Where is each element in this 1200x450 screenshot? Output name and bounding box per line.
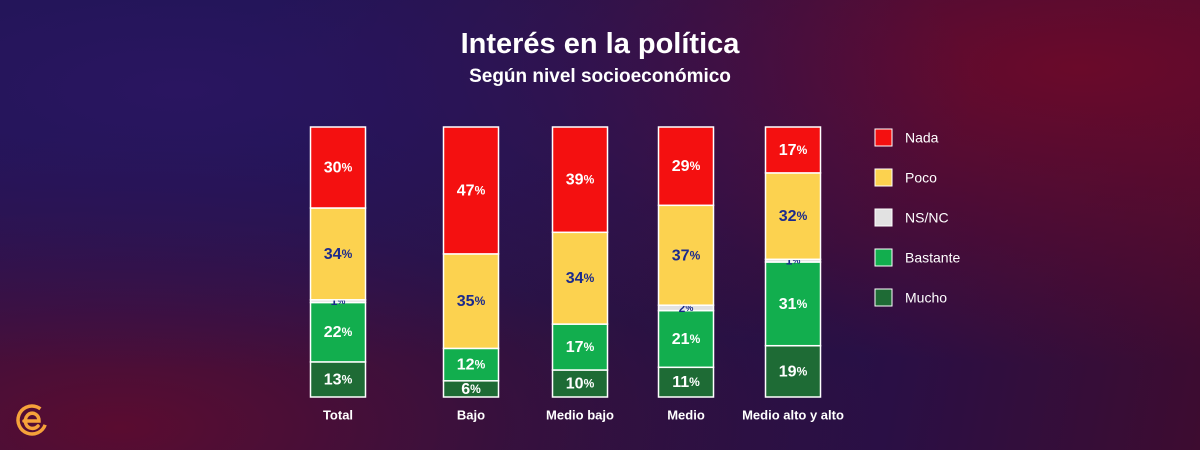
legend-label: Poco	[905, 170, 937, 186]
data-label: 19%	[779, 363, 808, 380]
legend-label: Nada	[905, 130, 939, 146]
data-label: 1%	[786, 254, 801, 268]
bar-segment	[551, 369, 609, 398]
data-label: 12%	[457, 356, 486, 373]
bar-segment	[442, 253, 500, 350]
bar-segment	[551, 323, 609, 371]
legend-label: Mucho	[905, 290, 947, 306]
bar-stack: 11% 21% 2% 37% 29%	[657, 126, 715, 398]
bar-segment	[657, 366, 715, 398]
data-label: 2%	[679, 301, 694, 315]
chart-subtitle: Según nivel socioeconómico	[469, 66, 731, 87]
legend-swatch	[874, 208, 893, 227]
category-label: Medio bajo	[546, 408, 614, 423]
data-label: 1%	[331, 294, 346, 308]
data-label: 11%	[672, 374, 700, 391]
bar-segment	[764, 261, 822, 347]
bar-segment	[551, 126, 609, 234]
data-label: 34%	[566, 270, 595, 287]
category-label: Medio alto y alto	[742, 408, 844, 423]
data-label: 17%	[779, 141, 808, 158]
bar-segment	[764, 126, 822, 174]
bar-segment	[657, 309, 715, 369]
data-label: 31%	[779, 295, 808, 312]
legend-swatch	[874, 168, 893, 187]
data-label: 32%	[779, 208, 808, 225]
e-logo-icon	[16, 404, 48, 436]
data-label: 21%	[672, 330, 701, 347]
data-label: 13%	[324, 371, 353, 388]
bar-stack: 13% 22% 1% 34% 30%	[309, 126, 367, 398]
data-label: 6%	[461, 380, 481, 397]
bar-stack: 6% 12% 35% 47%	[442, 126, 500, 398]
legend-swatch	[874, 248, 893, 267]
legend-swatch	[874, 128, 893, 147]
legend-swatch	[874, 288, 893, 307]
bar-stack: 10% 17% 34% 39%	[551, 126, 609, 398]
bar-segment	[764, 172, 822, 261]
bar-stack: 19% 31% 1% 32% 17%	[764, 126, 822, 398]
data-label: 37%	[672, 247, 701, 264]
data-label: 10%	[566, 375, 595, 392]
bar-segment	[442, 347, 500, 382]
bar-segment	[309, 207, 367, 301]
category-label: Bajo	[457, 408, 485, 423]
category-label: Total	[323, 408, 353, 423]
data-label: 39%	[566, 171, 595, 188]
category-label: Medio	[667, 408, 705, 423]
data-label: 30%	[324, 159, 353, 176]
data-label: 29%	[672, 158, 701, 175]
bar-segment	[309, 126, 367, 209]
data-label: 22%	[324, 324, 353, 341]
data-label: 34%	[324, 245, 353, 262]
legend-label: Bastante	[905, 250, 960, 266]
data-label: 17%	[566, 339, 595, 356]
bar-segment	[764, 344, 822, 398]
bar-segment	[657, 126, 715, 207]
chart-title: Interés en la política	[460, 28, 740, 60]
bar-segment	[551, 231, 609, 325]
bar-segment	[442, 126, 500, 255]
data-label: 35%	[457, 293, 486, 310]
legend-label: NS/NC	[905, 210, 949, 226]
data-label: 47%	[457, 182, 486, 199]
